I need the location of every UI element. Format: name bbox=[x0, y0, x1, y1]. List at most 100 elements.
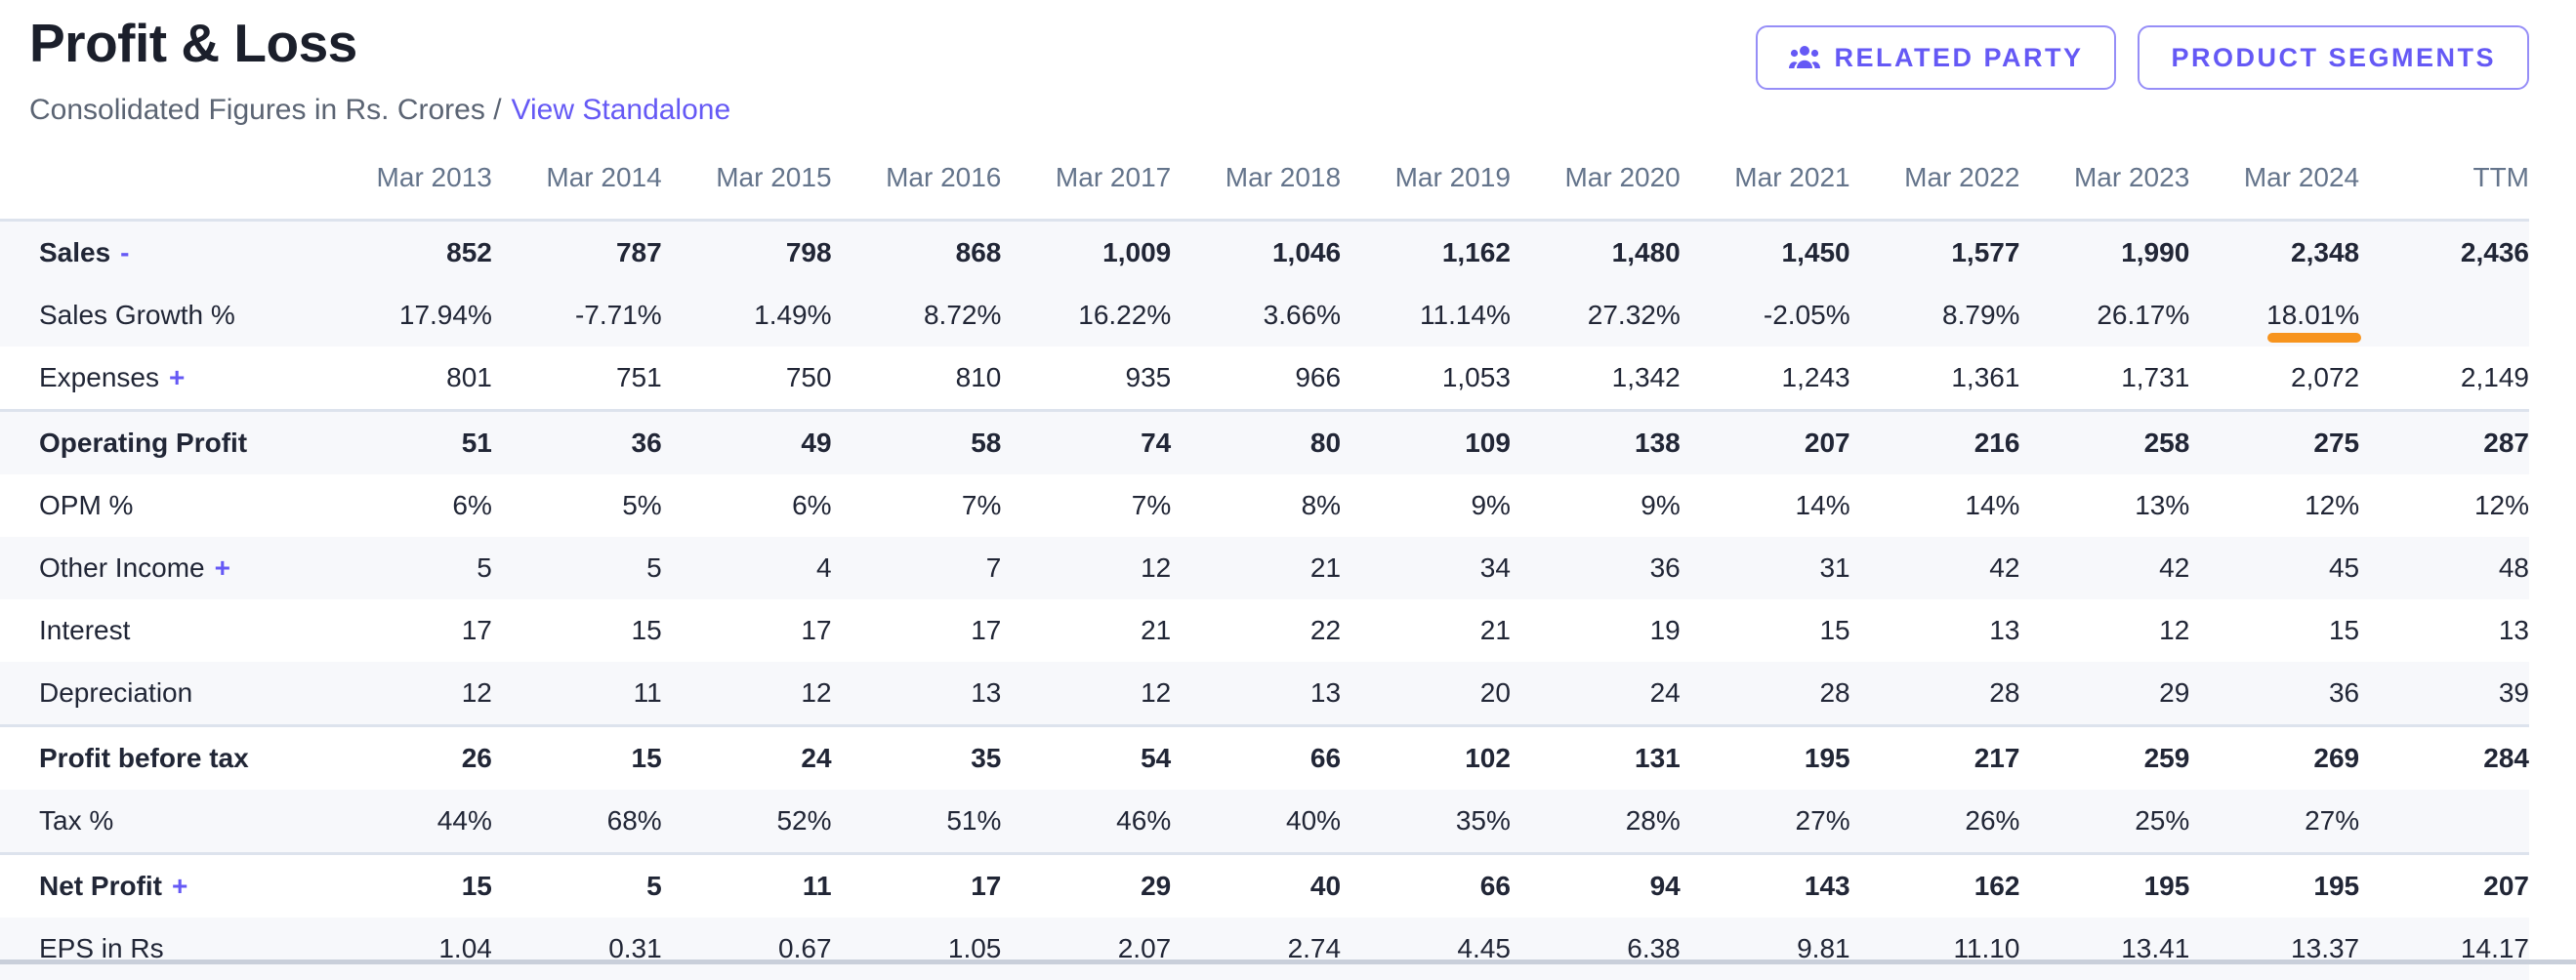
users-group-icon bbox=[1789, 45, 1821, 70]
cell: 45 bbox=[2328, 552, 2360, 583]
cell: 1.49% bbox=[754, 300, 832, 330]
row-label-text: Sales bbox=[39, 237, 111, 267]
cell: 11 bbox=[633, 677, 662, 708]
column-header-mar-2020: Mar 2020 bbox=[1510, 133, 1681, 222]
cell: 17 bbox=[971, 615, 1002, 645]
highlighted-value: 18.01% bbox=[2266, 300, 2362, 343]
column-header-mar-2013: Mar 2013 bbox=[322, 133, 492, 222]
column-header-mar-2021: Mar 2021 bbox=[1680, 133, 1850, 222]
cell: 27% bbox=[1795, 805, 1850, 836]
cell bbox=[2359, 790, 2529, 854]
cell: 68% bbox=[606, 805, 662, 836]
expand-toggle[interactable]: + bbox=[214, 552, 230, 583]
cell: 5 bbox=[491, 852, 662, 918]
table-row: Depreciation 12 11 12 13 12 13 20 24 28 28 29 36 39 bbox=[0, 662, 2529, 726]
table-row: Sales Growth % 17.94% -7.71% 1.49% 8.72% 16.2… bbox=[0, 284, 2529, 347]
cell: 750 bbox=[785, 362, 832, 392]
cell: 269 bbox=[2189, 724, 2360, 790]
cell: 12 bbox=[461, 677, 492, 708]
cell: 143 bbox=[1680, 852, 1850, 918]
cell: 66 bbox=[1341, 852, 1511, 918]
column-header-mar-2018: Mar 2018 bbox=[1171, 133, 1342, 222]
cell: 13% bbox=[2135, 490, 2190, 520]
row-label-tax: Tax % bbox=[0, 790, 322, 854]
cell: 12 bbox=[1141, 677, 1172, 708]
view-standalone-link[interactable]: View Standalone bbox=[511, 94, 731, 126]
expand-toggle[interactable]: + bbox=[172, 871, 188, 901]
cell: 12 bbox=[801, 677, 832, 708]
cell: -2.05% bbox=[1763, 300, 1850, 330]
cell: 7% bbox=[1131, 490, 1172, 520]
related-party-button[interactable]: RELATED PARTY bbox=[1756, 25, 2117, 90]
cell: 5 bbox=[477, 552, 492, 583]
cell: 28 bbox=[1989, 677, 2020, 708]
cell: -7.71% bbox=[574, 300, 662, 330]
cell: 8.72% bbox=[923, 300, 1002, 330]
cell: 966 bbox=[1295, 362, 1342, 392]
table-row: OPM % 6% 5% 6% 7% 7% 8% 9% 9% 14% 14% 13% 12% 12% bbox=[0, 474, 2529, 537]
table-container: Mar 2013 Mar 2014 Mar 2015 Mar 2016 Mar 2017… bbox=[0, 133, 2576, 980]
cell: 13.37 bbox=[2291, 933, 2360, 963]
subtitle: Consolidated Figures in Rs. Crores / View… bbox=[29, 94, 2529, 127]
cell: 52% bbox=[776, 805, 832, 836]
row-label-text: Interest bbox=[39, 615, 131, 645]
row-label-expenses: Expenses + bbox=[0, 347, 322, 411]
row-label-text: Depreciation bbox=[39, 677, 193, 708]
row-label-depreciation: Depreciation bbox=[0, 662, 322, 726]
cell: 1,162 bbox=[1441, 237, 1511, 267]
column-header-mar-2019: Mar 2019 bbox=[1341, 133, 1511, 222]
product-segments-button[interactable]: PRODUCT SEGMENTS bbox=[2138, 25, 2529, 90]
cell: 74 bbox=[1001, 409, 1172, 474]
cell: 15 bbox=[491, 724, 662, 790]
cell: 12% bbox=[2473, 490, 2529, 520]
expand-toggle[interactable]: + bbox=[168, 362, 186, 392]
cell: 40 bbox=[1171, 852, 1342, 918]
cell: 935 bbox=[1125, 362, 1172, 392]
cell: 1,342 bbox=[1611, 362, 1681, 392]
cell: 42 bbox=[1989, 552, 2020, 583]
expand-toggle[interactable]: - bbox=[120, 237, 130, 267]
cell: 29 bbox=[1001, 852, 1172, 918]
cell: 66 bbox=[1171, 724, 1342, 790]
cell: 39 bbox=[2498, 677, 2529, 708]
cell: 1,577 bbox=[1951, 237, 2020, 267]
column-header-mar-2024: Mar 2024 bbox=[2189, 133, 2360, 222]
cell: 102 bbox=[1341, 724, 1511, 790]
cell: 27.32% bbox=[1587, 300, 1681, 330]
column-header-mar-2023: Mar 2023 bbox=[2019, 133, 2190, 222]
cell: 2.07 bbox=[1117, 933, 1172, 963]
cell: 15 bbox=[1819, 615, 1850, 645]
cell: 17 bbox=[461, 615, 492, 645]
row-label-profit-before-tax: Profit before tax bbox=[0, 724, 322, 790]
cell: 46% bbox=[1116, 805, 1172, 836]
table-row: Interest 17 15 17 17 21 22 21 19 15 13 12 15 13 bbox=[0, 599, 2529, 662]
row-label-eps-in-rs: EPS in Rs bbox=[0, 918, 322, 980]
cell: 284 bbox=[2359, 724, 2529, 790]
cell: 258 bbox=[2019, 409, 2190, 474]
cell: 16.22% bbox=[1078, 300, 1172, 330]
cell: 5 bbox=[646, 552, 662, 583]
column-header-mar-2016: Mar 2016 bbox=[831, 133, 1002, 222]
cell: 28 bbox=[1819, 677, 1850, 708]
column-header-mar-2022: Mar 2022 bbox=[1849, 133, 2020, 222]
cell: 36 bbox=[1649, 552, 1681, 583]
cell: 162 bbox=[1849, 852, 2020, 918]
table-row: Operating Profit 51 36 49 58 74 80 109 138 207 216… bbox=[0, 409, 2529, 474]
cell: 8.79% bbox=[1942, 300, 2020, 330]
cell: 49 bbox=[661, 409, 832, 474]
cell: 852 bbox=[446, 237, 492, 267]
cell: 36 bbox=[491, 409, 662, 474]
cell: 26 bbox=[322, 724, 492, 790]
row-label-text: Other Income bbox=[39, 552, 205, 583]
cell: 1,243 bbox=[1781, 362, 1850, 392]
row-label-text: Profit before tax bbox=[39, 743, 249, 773]
cell: 34 bbox=[1479, 552, 1511, 583]
cell: 751 bbox=[615, 362, 662, 392]
cell: 40% bbox=[1286, 805, 1342, 836]
cell: 27% bbox=[2305, 805, 2360, 836]
cell: 2,149 bbox=[2460, 362, 2529, 392]
cell: 131 bbox=[1510, 724, 1681, 790]
cell: 80 bbox=[1171, 409, 1342, 474]
cell: 259 bbox=[2019, 724, 2190, 790]
cell: 1.05 bbox=[947, 933, 1002, 963]
